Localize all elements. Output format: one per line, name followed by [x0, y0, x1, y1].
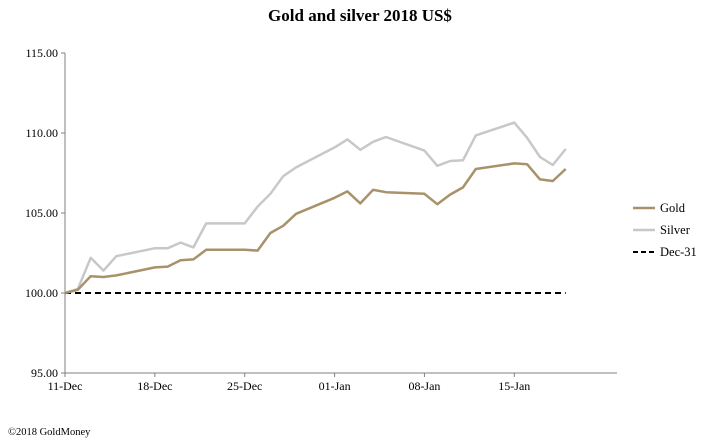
x-tick-label: 08-Jan	[408, 379, 440, 393]
y-tick-label: 95.00	[31, 366, 58, 380]
x-tick-label: 25-Dec	[227, 379, 262, 393]
y-tick-label: 110.00	[25, 126, 58, 140]
series-line-gold	[64, 162, 567, 295]
legend-label: Gold	[660, 201, 686, 215]
x-tick-label: 11-Dec	[48, 379, 83, 393]
x-tick-label: 01-Jan	[319, 379, 351, 393]
x-tick-label: 15-Jan	[498, 379, 530, 393]
series-layer	[64, 121, 567, 295]
y-tick-label: 105.00	[25, 206, 58, 220]
chart-title: Gold and silver 2018 US$	[268, 6, 452, 25]
y-tick-label: 100.00	[25, 286, 58, 300]
legend-label: Silver	[660, 223, 691, 237]
legend: Gold Silver Dec-31	[633, 201, 697, 259]
footer-credit: ©2018 GoldMoney	[8, 427, 91, 438]
y-axis-ticks: 95.00 100.00 105.00 110.00 115.00	[25, 46, 65, 380]
y-tick-label: 115.00	[25, 46, 58, 60]
legend-label: Dec-31	[660, 245, 697, 259]
series-line-silver	[64, 121, 567, 295]
x-tick-label: 18-Dec	[137, 379, 172, 393]
x-axis-ticks: 11-Dec 18-Dec 25-Dec 01-Jan 08-Jan 15-Jan	[48, 373, 530, 393]
